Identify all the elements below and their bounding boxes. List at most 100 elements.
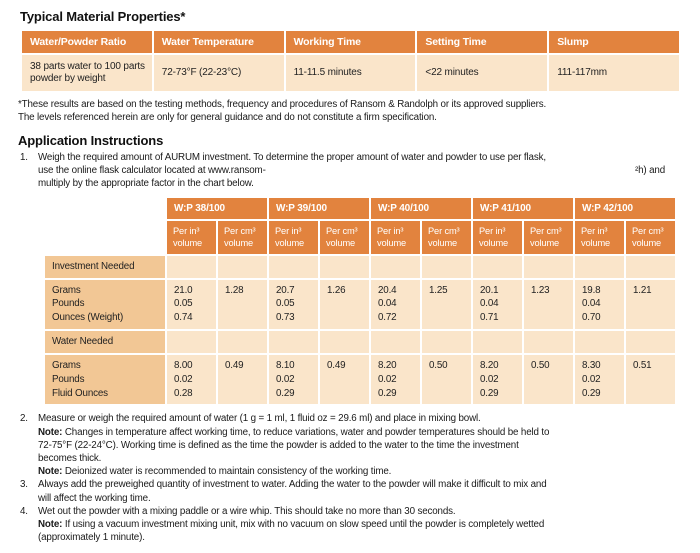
subheader-per-in3: Per in³ volume [371, 220, 420, 254]
water-per-cm3-wp39: 0.49 [320, 355, 369, 405]
subheader-per-cm3: Per cm³ volume [422, 220, 471, 254]
instruction-line: will affect the working time. [38, 492, 151, 504]
group-header-wp-38-100: W:P 38/100 [167, 197, 267, 219]
note-text: Deionized water is recommended to mainta… [62, 466, 392, 478]
empty-cell [626, 331, 675, 353]
empty-cell [473, 331, 522, 353]
water-row-labels: Grams Pounds Fluid Ounces [45, 355, 165, 405]
subheader-per-in3: Per in³ volume [473, 220, 522, 254]
empty-cell [575, 255, 624, 278]
value-working-time: 11-11.5 minutes [285, 55, 416, 91]
empty-cell [218, 331, 267, 353]
investment-per-in3-wp39: 20.7 0.05 0.73 [269, 279, 318, 329]
item-text: Wet out the powder with a mixing paddle … [38, 505, 678, 545]
instruction-item-3: 3. Always add the preweighed quantity of… [20, 478, 700, 504]
note-text: If using a vacuum investment mixing unit… [62, 519, 545, 531]
page-title: Typical Material Properties* [20, 9, 186, 24]
empty-cell [575, 331, 624, 353]
instruction-line: becomes thick. [38, 453, 102, 464]
subheader-per-cm3: Per cm³ volume [524, 220, 573, 254]
investment-per-cm3-wp42: 1.21 [626, 279, 675, 329]
note-label: Note: [38, 519, 63, 531]
flask-calculator-url-text: use the online flask calculator located … [38, 165, 266, 177]
instruction-note: Note: If using a vacuum investment mixin… [38, 518, 678, 531]
column-header-working-time: Working Time [285, 31, 416, 53]
investment-per-in3-wp42: 19.8 0.04 0.70 [575, 279, 624, 329]
water-per-in3-wp42: 8.30 0.02 0.29 [575, 355, 624, 405]
empty-corner-cell [45, 197, 165, 254]
empty-cell [269, 255, 318, 278]
investment-per-cm3-wp38: 1.28 [218, 279, 267, 329]
investment-per-cm3-wp40: 1.25 [422, 279, 471, 329]
water-per-cm3-wp41: 0.50 [524, 355, 573, 405]
instruction-note: Note: Deionized water is recommended to … [38, 465, 678, 478]
value-water-powder-ratio: 38 parts water to 100 parts powder by we… [22, 55, 152, 91]
water-per-cm3-wp38: 0.49 [218, 355, 267, 405]
investment-per-in3-wp38: 21.0 0.05 0.74 [167, 279, 216, 329]
empty-cell [218, 255, 267, 278]
instruction-line: (approximately 1 minute). [38, 532, 145, 544]
empty-cell [473, 255, 522, 278]
water-per-cm3-wp42: 0.51 [626, 355, 675, 405]
subheader-per-cm3: Per cm³ volume [626, 220, 675, 254]
water-powder-ratio-table: W:P 38/100 W:P 39/100 W:P 40/100 W:P 41/… [45, 197, 675, 405]
investment-row-labels: Grams Pounds Ounces (Weight) [45, 279, 165, 329]
empty-cell [422, 255, 471, 278]
water-per-in3-wp38: 8.00 0.02 0.28 [167, 355, 216, 405]
subheader-per-cm3: Per cm³ volume [320, 220, 369, 254]
results-disclaimer: *These results are based on the testing … [18, 99, 547, 123]
water-per-in3-wp40: 8.20 0.02 0.29 [371, 355, 420, 405]
instruction-line: use the online flask calculator located … [38, 164, 678, 177]
note-label: Note: [38, 426, 63, 438]
column-header-setting-time: Setting Time [417, 31, 548, 53]
group-header-wp-39-100: W:P 39/100 [269, 197, 369, 219]
item-text: Measure or weigh the required amount of … [38, 412, 678, 478]
empty-cell [269, 331, 318, 353]
instruction-line: 72-75°F (22-24°C). Working time is defin… [38, 439, 519, 451]
water-per-in3-wp41: 8.20 0.02 0.29 [473, 355, 522, 405]
water-per-in3-wp39: 8.10 0.02 0.29 [269, 355, 318, 405]
note-text: Changes in temperature affect working ti… [62, 426, 550, 438]
investment-per-cm3-wp39: 1.26 [320, 279, 369, 329]
item-text: Always add the preweighed quantity of in… [38, 478, 678, 504]
empty-cell [524, 331, 573, 353]
value-slump: 111-117mm [549, 55, 679, 91]
section-label-investment-needed: Investment Needed [45, 255, 165, 278]
datasheet-page: Typical Material Properties* Water/Powde… [0, 9, 700, 553]
empty-cell [371, 331, 420, 353]
investment-per-cm3-wp41: 1.23 [524, 279, 573, 329]
group-header-wp-41-100: W:P 41/100 [473, 197, 573, 219]
subheader-per-cm3: Per cm³ volume [218, 220, 267, 254]
investment-per-in3-wp40: 20.4 0.04 0.72 [371, 279, 420, 329]
section-label-water-needed: Water Needed [45, 331, 165, 353]
empty-cell [524, 255, 573, 278]
empty-cell [371, 255, 420, 278]
truncated-text-fragment: ²h) and [635, 165, 665, 177]
subheader-per-in3: Per in³ volume [575, 220, 624, 254]
group-header-wp-42-100: W:P 42/100 [575, 197, 675, 219]
empty-cell [320, 255, 369, 278]
instruction-line: Always add the preweighed quantity of in… [38, 479, 547, 491]
value-setting-time: <22 minutes [417, 55, 548, 91]
column-header-slump: Slump [549, 31, 679, 53]
material-properties-table: Water/Powder Ratio Water Temperature Wor… [22, 31, 679, 91]
investment-per-in3-wp41: 20.1 0.04 0.71 [473, 279, 522, 329]
instruction-note: Note: Changes in temperature affect work… [38, 426, 678, 439]
instruction-line: Weigh the required amount of AURUM inves… [38, 152, 546, 163]
column-header-water-powder-ratio: Water/Powder Ratio [22, 31, 152, 53]
note-label: Note: [38, 466, 63, 478]
instruction-item-4: 4. Wet out the powder with a mixing padd… [20, 505, 700, 545]
empty-cell [422, 331, 471, 353]
instruction-line: Measure or weigh the required amount of … [38, 413, 481, 425]
instruction-line: Wet out the powder with a mixing paddle … [38, 505, 456, 517]
item-number: 3. [20, 479, 28, 491]
value-water-temperature: 72-73°F (22-23°C) [153, 55, 284, 91]
group-header-wp-40-100: W:P 40/100 [371, 197, 471, 219]
column-header-water-temperature: Water Temperature [153, 31, 284, 53]
item-number: 1. [20, 152, 28, 163]
empty-cell [167, 331, 216, 353]
instruction-item-1: 1. Weigh the required amount of AURUM in… [20, 151, 700, 191]
subheader-per-in3: Per in³ volume [167, 220, 216, 254]
item-number: 4. [20, 505, 28, 517]
item-text: Weigh the required amount of AURUM inves… [38, 151, 678, 191]
